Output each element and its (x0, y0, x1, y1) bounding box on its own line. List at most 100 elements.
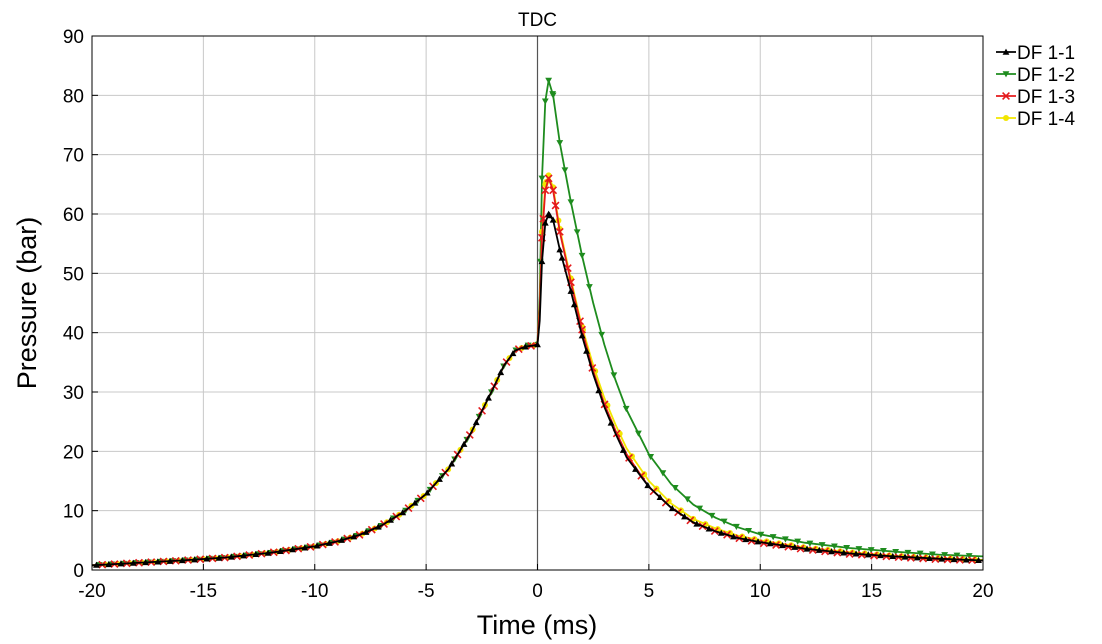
series-point (105, 560, 113, 568)
series-point (665, 498, 672, 505)
series-point (555, 227, 564, 236)
series-point (852, 550, 860, 557)
series-point (578, 332, 586, 339)
series-point (460, 440, 468, 447)
series-point (938, 555, 946, 562)
y-tick-label: 50 (63, 264, 84, 285)
legend: DF 1-1DF 1-2DF 1-3DF 1-4 (996, 43, 1076, 130)
legend-item: DF 1-3 (996, 87, 1075, 108)
series-point (745, 527, 753, 535)
x-tick-label: -5 (418, 581, 435, 602)
series-point (705, 525, 713, 532)
series-point (556, 246, 564, 253)
series-point (717, 529, 725, 536)
series-point (916, 550, 924, 557)
y-tick-label: 30 (63, 383, 84, 404)
legend-marker (1003, 115, 1009, 121)
series-point (659, 470, 667, 477)
series-point (641, 471, 648, 478)
series-point (178, 557, 186, 564)
series-point (129, 559, 137, 566)
series-point (681, 513, 688, 520)
series-point (538, 258, 546, 265)
series-point (154, 558, 162, 565)
series-point (628, 453, 635, 460)
series-point (423, 489, 431, 496)
series-point (607, 419, 615, 426)
legend-marker (1002, 48, 1010, 55)
series-point (794, 538, 802, 545)
series-point (754, 538, 762, 545)
series-point (583, 347, 590, 354)
series-point (561, 167, 569, 174)
series-point (556, 140, 564, 147)
series-point (166, 557, 174, 564)
y-tick-label: 40 (63, 324, 84, 345)
series-point (567, 287, 575, 294)
series-point (926, 554, 933, 561)
series-point (374, 523, 382, 530)
series-point (289, 546, 296, 553)
series-point (904, 549, 912, 556)
series-point (962, 556, 970, 563)
series-point (619, 446, 627, 453)
series-point (545, 77, 553, 84)
legend-label: DF 1-4 (1017, 109, 1076, 130)
series-point (941, 552, 949, 559)
series-point (578, 252, 586, 259)
x-tick-label: -20 (78, 581, 105, 602)
series-point (656, 493, 664, 501)
series-point (877, 552, 884, 559)
series-point (117, 560, 125, 567)
series-point (338, 536, 345, 543)
series-point (610, 372, 618, 379)
series-point (570, 301, 578, 308)
series-point (567, 199, 575, 206)
series-point (387, 516, 394, 523)
series-point (215, 554, 223, 561)
legend-marker (1002, 71, 1010, 78)
series-point (252, 550, 260, 558)
series-point (815, 546, 823, 553)
y-axis-ticks: 0 10 20 30 40 50 60 70 80 90 (63, 27, 98, 582)
series-point (545, 210, 553, 217)
legend-item: DF 1-4 (996, 109, 1076, 130)
series-point (534, 341, 541, 348)
series-point (399, 509, 407, 516)
series-point (485, 394, 492, 401)
series-point (864, 551, 872, 558)
series-point (880, 548, 887, 555)
series-point (240, 552, 247, 559)
series-point (573, 229, 581, 236)
series-point (544, 174, 553, 183)
series-point (541, 186, 550, 195)
y-tick-label: 0 (73, 561, 84, 582)
series-point (742, 536, 750, 543)
series-df-1-1 (91, 210, 984, 568)
series-point (142, 559, 149, 566)
x-axis-ticks: -20 -15 -10 -5 0 5 10 15 20 (78, 564, 994, 602)
series-point (644, 482, 652, 489)
series-point (313, 542, 321, 549)
legend-label: DF 1-2 (1017, 65, 1075, 86)
series-point (622, 405, 630, 413)
series-point (733, 523, 740, 531)
series-point (350, 533, 358, 540)
y-tick-label: 90 (63, 27, 84, 48)
series-point (840, 549, 848, 556)
series-point (541, 98, 549, 105)
series-point (551, 201, 560, 210)
series-point (325, 539, 333, 546)
x-tick-label: -15 (190, 581, 217, 602)
series-point (867, 547, 875, 554)
series-point (818, 542, 826, 549)
series-point (929, 551, 936, 558)
series-point (843, 545, 851, 552)
series-point (831, 543, 838, 550)
series-point (806, 540, 814, 547)
series-point (766, 540, 774, 547)
y-tick-label: 70 (63, 146, 84, 167)
series-point (541, 219, 549, 226)
series-point (901, 553, 909, 560)
